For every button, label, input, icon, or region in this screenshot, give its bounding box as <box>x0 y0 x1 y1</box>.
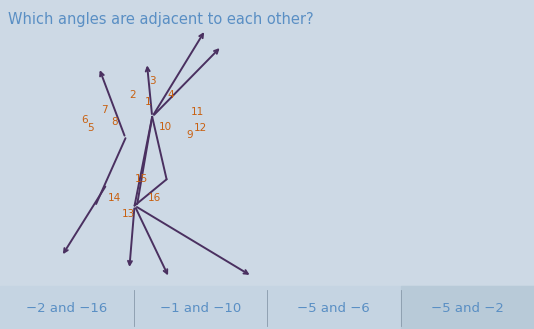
Text: −5 and −6: −5 and −6 <box>297 302 370 315</box>
Text: −1 and −10: −1 and −10 <box>160 302 241 315</box>
Text: −5 and −2: −5 and −2 <box>431 302 504 315</box>
Text: 4: 4 <box>168 90 174 100</box>
Text: 14: 14 <box>108 193 121 203</box>
Text: 8: 8 <box>112 117 118 127</box>
Text: 2: 2 <box>129 90 136 100</box>
Bar <box>0 286 534 329</box>
Text: −2 and −16: −2 and −16 <box>26 302 107 315</box>
Bar <box>400 286 534 329</box>
Text: 16: 16 <box>148 193 161 203</box>
Text: 1: 1 <box>145 97 152 107</box>
Text: 9: 9 <box>186 130 193 140</box>
Text: 11: 11 <box>191 107 204 117</box>
Text: 13: 13 <box>122 209 135 219</box>
Text: 3: 3 <box>149 76 155 86</box>
Text: 7: 7 <box>101 105 107 115</box>
Text: 5: 5 <box>88 123 94 133</box>
Text: 15: 15 <box>135 174 148 184</box>
Text: 6: 6 <box>81 115 88 125</box>
Text: 10: 10 <box>159 122 172 132</box>
Text: Which angles are adjacent to each other?: Which angles are adjacent to each other? <box>8 12 313 27</box>
Text: 12: 12 <box>194 123 207 133</box>
